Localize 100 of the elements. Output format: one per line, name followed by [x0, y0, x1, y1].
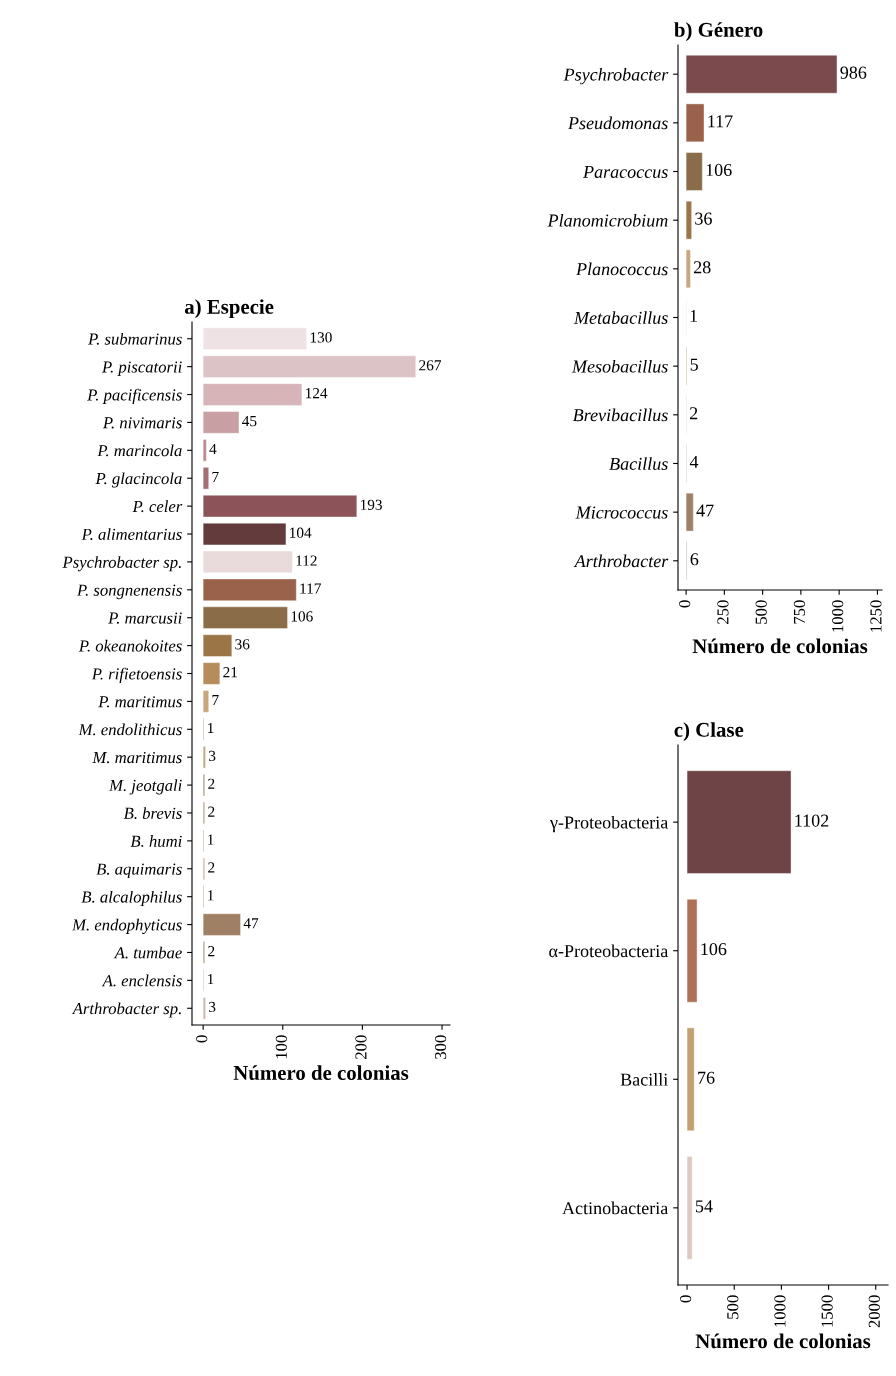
- y-tick-label: Planococcus: [575, 262, 668, 276]
- y-tick-label: Arthrobacter: [573, 554, 669, 568]
- data-label: 1: [208, 722, 214, 733]
- bar: [686, 770, 792, 874]
- bar: [202, 690, 209, 713]
- bar: [685, 55, 838, 94]
- bar: [685, 200, 692, 240]
- y-tick-label: Bacilli: [620, 1073, 668, 1086]
- bar: [686, 899, 698, 1003]
- y-tick-label: B. humi: [130, 835, 182, 847]
- bar: [202, 550, 293, 573]
- x-tick-label: 200: [355, 1035, 367, 1059]
- data-label: 7: [212, 695, 219, 706]
- bar: [202, 578, 297, 601]
- bar: [202, 662, 221, 685]
- bar: [202, 327, 307, 350]
- y-tick-label: M. endolithicus: [78, 723, 182, 736]
- y-tick-label: Micrococcus: [575, 506, 668, 519]
- y-tick-label: Paracoccus: [582, 165, 668, 178]
- bar: [202, 913, 241, 936]
- data-label: 47: [243, 918, 259, 929]
- x-tick-label: 500: [755, 600, 767, 624]
- data-label: 267: [419, 360, 442, 371]
- bar: [202, 997, 206, 1020]
- data-label: 106: [706, 163, 732, 177]
- y-tick-label: Metabacillus: [573, 311, 668, 324]
- data-label: 36: [235, 639, 250, 650]
- data-label: 2: [689, 407, 698, 420]
- x-tick-label: 500: [727, 1295, 739, 1319]
- y-tick-label: P. songnenensis: [76, 584, 182, 600]
- data-label: 117: [708, 115, 733, 128]
- data-label: 5: [690, 358, 698, 371]
- y-tick-label: P. okeanokoites: [78, 639, 182, 652]
- y-tick-label: P. piscatorii: [101, 361, 182, 376]
- y-tick-label: P. pacificensis: [87, 388, 182, 404]
- bar: [202, 383, 303, 406]
- bar: [202, 522, 287, 546]
- x-axis-title: Número de colonias: [695, 1333, 871, 1349]
- y-tick-label: Psychrobacter: [563, 67, 669, 85]
- data-label: 21: [223, 667, 238, 678]
- data-label: 2: [208, 862, 215, 873]
- y-tick-label: P. nivimaris: [102, 417, 182, 429]
- y-tick-label: P. marincola: [97, 444, 182, 457]
- data-label: 3: [209, 1001, 216, 1013]
- data-label: 36: [695, 212, 712, 225]
- x-tick-label: 1500: [821, 1295, 833, 1327]
- data-label: 28: [693, 261, 711, 274]
- y-tick-label: A. tumbae: [113, 946, 182, 959]
- bar: [685, 103, 705, 143]
- bar: [202, 746, 206, 769]
- data-label: 1: [208, 834, 214, 845]
- x-tick-label: 0: [679, 600, 691, 608]
- y-tick-label: P. celer: [132, 500, 183, 513]
- bar: [202, 411, 240, 434]
- x-tick-label: 0: [679, 1295, 692, 1303]
- data-label: 2: [208, 946, 215, 957]
- y-tick-label: α-Proteobacteria: [549, 944, 669, 958]
- y-tick-label: B. alcalophilus: [81, 890, 182, 907]
- bar: [685, 152, 703, 191]
- chart-title: c) Clase: [674, 722, 744, 742]
- x-tick-label: 750: [793, 600, 806, 624]
- data-label: 1: [690, 309, 697, 322]
- y-tick-label: Psychrobacter sp.: [62, 556, 181, 572]
- x-tick-label: 1000: [832, 600, 844, 632]
- bar: [686, 1156, 693, 1260]
- y-tick-label: P. maritimus: [98, 696, 182, 708]
- data-label: 117: [300, 583, 321, 594]
- x-tick-label: 2000: [868, 1295, 880, 1328]
- x-tick-label: 100: [275, 1035, 287, 1059]
- y-tick-label: M. jeotgali: [108, 779, 182, 795]
- y-tick-label: Bacillus: [609, 457, 668, 470]
- data-label: 2: [208, 806, 215, 817]
- y-tick-label: P. marcusii: [108, 612, 182, 624]
- bar: [202, 634, 233, 657]
- x-tick-label: 1000: [774, 1295, 786, 1327]
- bar: [202, 439, 207, 462]
- y-tick-label: M. endophyticus: [71, 918, 182, 934]
- data-label: 2: [208, 778, 215, 789]
- data-label: 1: [208, 973, 214, 985]
- data-label: 4: [689, 455, 699, 468]
- bar: [685, 492, 694, 532]
- bar: [202, 495, 358, 518]
- x-tick-label: 250: [717, 600, 729, 624]
- y-tick-label: P. glacincola: [95, 472, 182, 488]
- y-tick-label: P. rifietoensis: [91, 667, 182, 683]
- y-tick-label: γ-Proteobacteria: [549, 815, 669, 833]
- y-tick-label: Brevibacillus: [572, 408, 668, 422]
- data-label: 106: [701, 943, 727, 956]
- data-label: 193: [360, 499, 382, 510]
- bar: [202, 355, 416, 378]
- data-label: 112: [296, 555, 317, 566]
- data-label: 3: [209, 750, 216, 762]
- y-tick-label: P. submarinus: [88, 332, 182, 345]
- y-tick-label: P. alimentarius: [81, 528, 182, 541]
- data-label: 47: [696, 504, 714, 517]
- data-label: 1102: [795, 814, 829, 827]
- chart-title: b) Género: [674, 22, 763, 42]
- data-label: 76: [698, 1071, 715, 1084]
- y-tick-label: Actinobacteria: [562, 1201, 669, 1215]
- y-tick-label: B. brevis: [123, 807, 182, 819]
